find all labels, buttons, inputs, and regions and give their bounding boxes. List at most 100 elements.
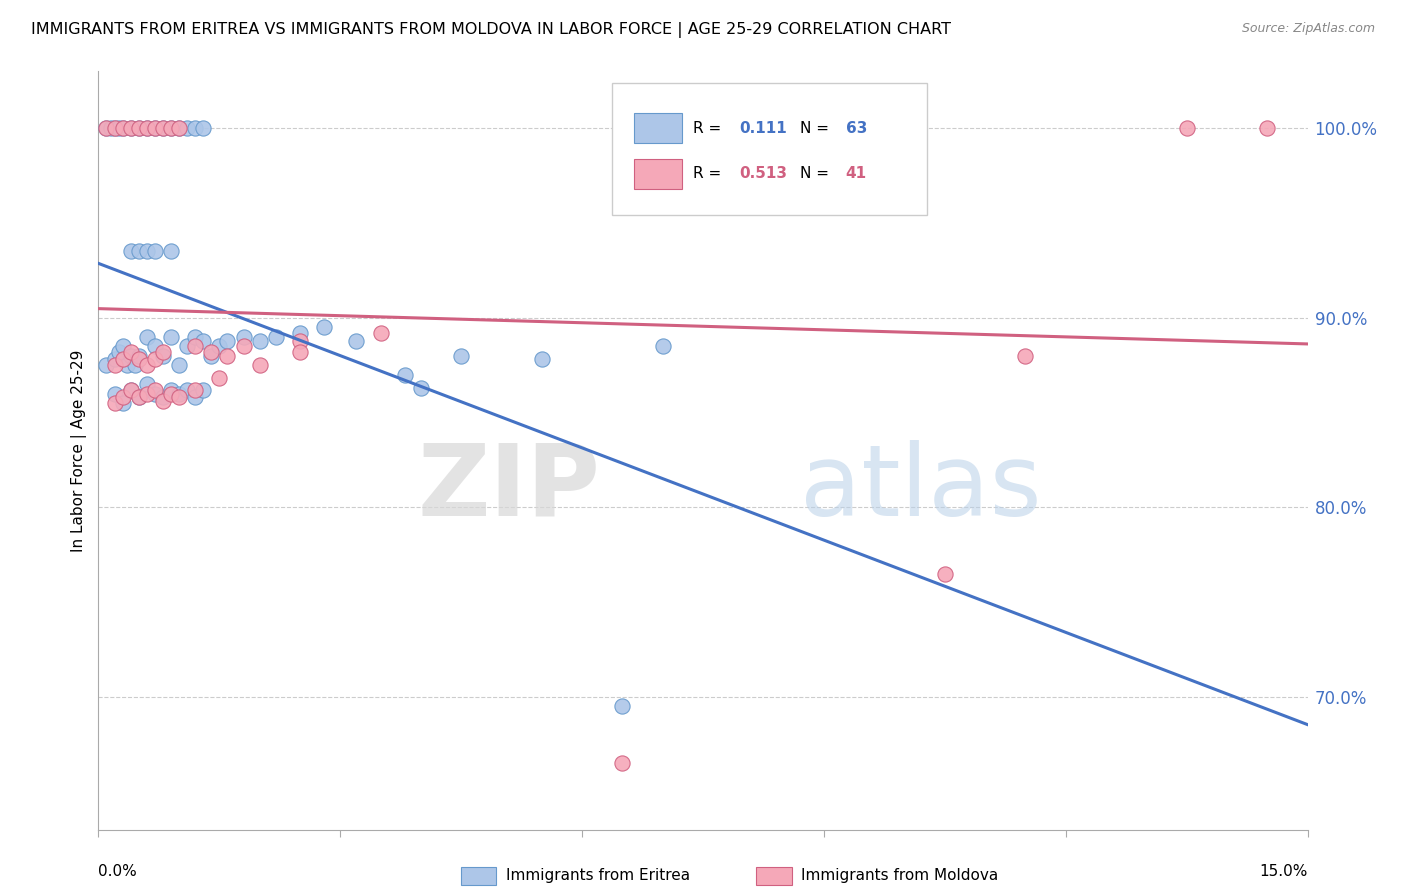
Point	[128, 349, 150, 363]
Point	[167, 391, 190, 405]
Point	[103, 121, 125, 136]
Text: Source: ZipAtlas.com: Source: ZipAtlas.com	[1241, 22, 1375, 36]
Point	[103, 396, 125, 410]
Point	[135, 244, 157, 259]
Point	[128, 352, 150, 367]
Point	[288, 326, 311, 340]
Point	[143, 339, 166, 353]
Text: 0.0%: 0.0%	[98, 863, 138, 879]
Point	[135, 329, 157, 343]
Point	[394, 368, 416, 382]
Point	[152, 391, 174, 405]
Point	[314, 320, 336, 334]
Text: atlas: atlas	[800, 440, 1042, 537]
Text: 15.0%: 15.0%	[1260, 863, 1308, 879]
Point	[143, 121, 166, 136]
Point	[176, 121, 198, 136]
Point	[160, 383, 183, 397]
Point	[409, 381, 432, 395]
Point	[135, 121, 157, 136]
Point	[120, 383, 142, 397]
Point	[100, 121, 122, 136]
Point	[124, 358, 146, 372]
Text: R =: R =	[693, 166, 727, 181]
Point	[107, 121, 129, 136]
Point	[96, 358, 118, 372]
Point	[651, 339, 673, 353]
Point	[200, 349, 222, 363]
Point	[103, 352, 125, 367]
Point	[184, 329, 207, 343]
Point	[103, 121, 125, 136]
Point	[160, 329, 183, 343]
Text: 41: 41	[845, 166, 868, 181]
Y-axis label: In Labor Force | Age 25-29: In Labor Force | Age 25-29	[72, 350, 87, 551]
Point	[232, 329, 254, 343]
Point	[120, 344, 142, 359]
Point	[135, 121, 157, 136]
Text: 0.111: 0.111	[740, 120, 787, 136]
Text: ZIP: ZIP	[418, 440, 600, 537]
Point	[115, 358, 138, 372]
Point	[103, 358, 125, 372]
Point	[135, 377, 157, 392]
Point	[120, 121, 142, 136]
Point	[143, 121, 166, 136]
Point	[143, 383, 166, 397]
Point	[167, 121, 190, 136]
Point	[135, 358, 157, 372]
Point	[288, 344, 311, 359]
Point	[193, 383, 215, 397]
Text: 0.513: 0.513	[740, 166, 787, 181]
Point	[184, 339, 207, 353]
Point	[167, 121, 190, 136]
Point	[103, 386, 125, 401]
Point	[167, 358, 190, 372]
Point	[184, 391, 207, 405]
Point	[193, 121, 215, 136]
Point	[111, 121, 134, 136]
Text: R =: R =	[693, 120, 727, 136]
Point	[612, 756, 634, 771]
Point	[143, 386, 166, 401]
Point	[143, 244, 166, 259]
Text: N =: N =	[800, 166, 834, 181]
FancyBboxPatch shape	[613, 83, 927, 216]
Point	[200, 344, 222, 359]
Point	[217, 334, 239, 348]
Point	[232, 339, 254, 353]
Point	[135, 386, 157, 401]
Point	[152, 121, 174, 136]
Text: Immigrants from Moldova: Immigrants from Moldova	[801, 869, 998, 883]
Point	[120, 121, 142, 136]
Point	[160, 244, 183, 259]
Point	[208, 371, 231, 385]
Point	[143, 352, 166, 367]
Point	[107, 344, 129, 359]
Point	[264, 329, 287, 343]
Point	[530, 352, 553, 367]
Point	[120, 244, 142, 259]
Point	[96, 121, 118, 136]
FancyBboxPatch shape	[634, 159, 682, 189]
Point	[208, 339, 231, 353]
Point	[450, 349, 472, 363]
Point	[160, 121, 183, 136]
Point	[128, 244, 150, 259]
Text: 63: 63	[845, 120, 868, 136]
Point	[167, 386, 190, 401]
Point	[120, 383, 142, 397]
Text: Immigrants from Eritrea: Immigrants from Eritrea	[506, 869, 690, 883]
Point	[152, 394, 174, 409]
Point	[111, 396, 134, 410]
Point	[96, 121, 118, 136]
Point	[176, 339, 198, 353]
Point	[193, 334, 215, 348]
Point	[184, 121, 207, 136]
Point	[1175, 121, 1198, 136]
Point	[111, 352, 134, 367]
Point	[128, 121, 150, 136]
Point	[249, 334, 271, 348]
Point	[249, 358, 271, 372]
Point	[128, 391, 150, 405]
